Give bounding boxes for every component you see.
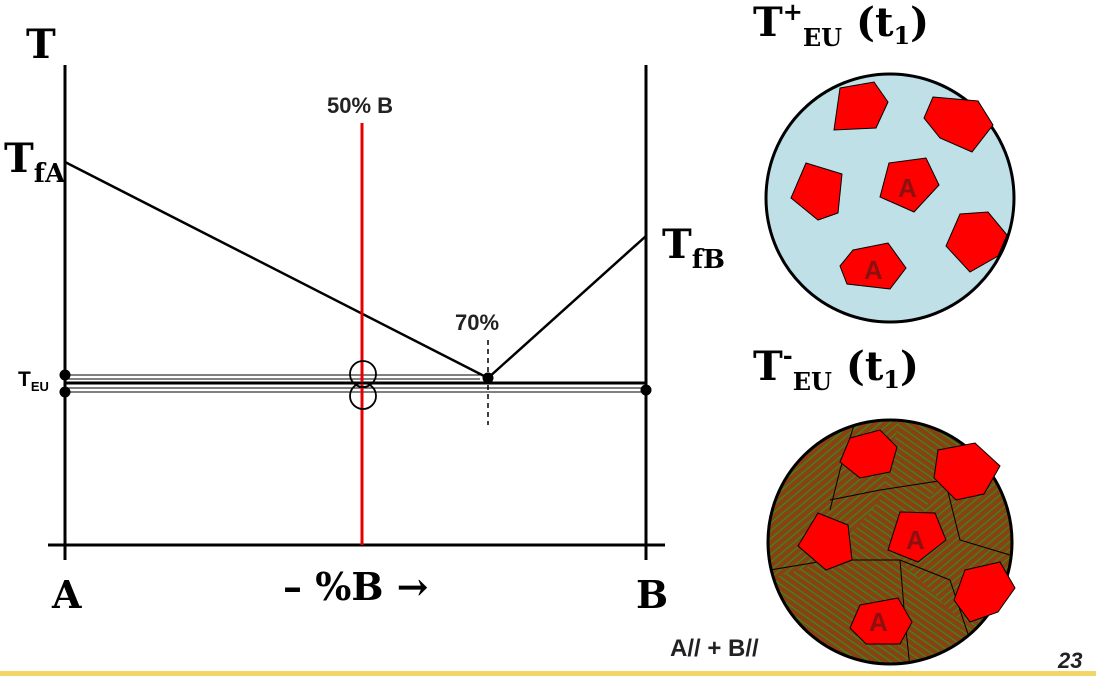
label-eutectic-percent: 70% <box>455 310 499 335</box>
label-TEU: TEU <box>18 368 49 394</box>
footer-strip <box>0 671 1096 676</box>
grain-A-labeled <box>839 242 907 290</box>
microstructure-below-eutectic: T-EU (t1) A A A// + B// <box>670 341 1016 666</box>
grain-label: A <box>906 525 925 555</box>
micro-bottom-title: T-EU (t1) <box>753 341 919 396</box>
grain-A <box>833 81 889 131</box>
label-50-percent-B: 50% B <box>327 93 393 118</box>
microstructure-above-eutectic: T+EU (t1) A A <box>753 0 1016 324</box>
label-B: B <box>636 572 668 617</box>
grain-A-labeled <box>887 511 947 563</box>
liquidus-A <box>64 160 489 380</box>
marker-circle-lower <box>349 382 377 410</box>
tEU-minus-dot <box>59 386 71 398</box>
grain-A <box>933 442 1001 501</box>
grain-A <box>945 211 1008 273</box>
grain-A <box>790 162 843 221</box>
liquidus-B <box>487 235 647 379</box>
phase-diagram: T TfA TfB TEU A B – %B → 50% B 70% <box>4 21 725 617</box>
label-TfA: TfA <box>4 135 66 189</box>
micro-top-title: T+EU (t1) <box>753 0 929 52</box>
page-number: 23 <box>1057 648 1082 673</box>
grain-A-labeled <box>849 597 913 645</box>
matrix-label: A// + B// <box>670 635 759 662</box>
grain-label: A <box>898 173 917 203</box>
micro-bottom-border <box>766 418 1014 666</box>
tEU-plus-dot <box>59 369 71 381</box>
grain-label: A <box>864 255 883 285</box>
grain-A <box>797 512 853 571</box>
grain-A <box>953 561 1016 623</box>
axis-label-T: T <box>26 21 56 68</box>
marker-circle-upper <box>349 360 377 388</box>
grain-A-labeled <box>879 157 940 213</box>
label-A: A <box>51 572 82 617</box>
label-TfB: TfB <box>662 221 725 275</box>
grain-A <box>839 429 898 479</box>
grain-A <box>923 96 994 153</box>
grain-label: A <box>869 607 888 637</box>
composition-axis-label: – %B → <box>283 564 429 609</box>
eutectic-end-dot <box>640 384 652 396</box>
